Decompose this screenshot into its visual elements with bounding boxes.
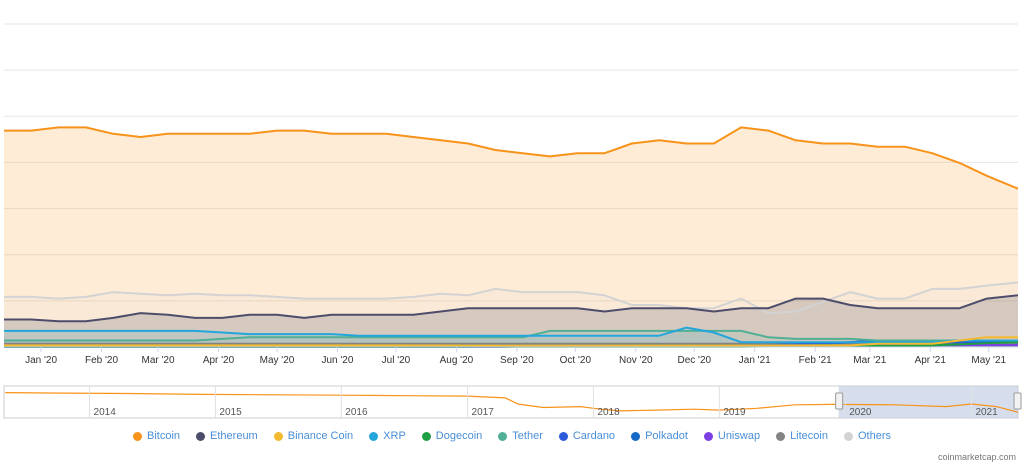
legend-marker-icon [196, 431, 206, 441]
x-tick-label: Jan '20 [25, 355, 57, 366]
x-tick-label: Apr '20 [203, 355, 235, 366]
navigator-tick-label: 2014 [94, 407, 117, 418]
x-tick-label: Mar '20 [142, 355, 175, 366]
navigator-tick-label: 2021 [975, 407, 998, 418]
navigator-tick-label: 2016 [345, 407, 368, 418]
x-tick-label: Sep '20 [500, 355, 534, 366]
navigator-tick-label: 2019 [723, 407, 746, 418]
legend-marker-icon [703, 431, 713, 441]
legend-item-cardano[interactable]: Cardano [558, 430, 616, 442]
navigator-right-handle[interactable] [1013, 392, 1022, 410]
x-tick-label: Jul '20 [382, 355, 411, 366]
chart-legend: Bitcoin Ethereum Binance Coin XRP Dogeco… [0, 428, 1024, 444]
legend-item-others[interactable]: Others [843, 430, 891, 442]
navigator-tick-label: 2018 [597, 407, 620, 418]
legend-marker-icon [631, 431, 641, 441]
legend-item-ethereum[interactable]: Ethereum [196, 430, 258, 442]
x-tick-label: Feb '21 [799, 355, 832, 366]
legend-marker-icon [843, 431, 853, 441]
legend-label: Litecoin [790, 430, 828, 442]
series-line-tether[interactable] [4, 329, 1018, 342]
x-tick-label: Aug '20 [440, 355, 474, 366]
legend-marker-icon [421, 431, 431, 441]
x-tick-label: Nov '20 [619, 355, 653, 366]
navigator-tick-label: 2017 [472, 407, 495, 418]
legend-item-polkadot[interactable]: Polkadot [631, 430, 688, 442]
legend-item-dogecoin[interactable]: Dogecoin [421, 430, 483, 442]
legend-marker-icon [776, 431, 786, 441]
navigator-tick-label: 2015 [219, 407, 242, 418]
x-tick-label: May '20 [260, 355, 295, 366]
range-navigator[interactable]: 2014 2015 2016 2017 2018 2019 2020 2021 [3, 385, 1022, 419]
legend-label: Binance Coin [287, 430, 354, 442]
navigator-left-handle[interactable] [835, 392, 844, 410]
navigator-selection[interactable] [838, 386, 1018, 418]
dominance-chart: Jan '20 Feb '20 Mar '20 Apr '20 May '20 Jun '… [3, 23, 1022, 419]
legend-label: Others [857, 430, 891, 442]
legend-label: Tether [512, 430, 543, 442]
legend-item-binance-coin[interactable]: Binance Coin [273, 430, 354, 442]
x-tick-label: Jan '21 [739, 355, 771, 366]
x-tick-label: Oct '20 [560, 355, 592, 366]
x-tick-label: Dec '20 [678, 355, 712, 366]
series-area-others [4, 282, 1018, 347]
series-line-ethereum[interactable] [4, 294, 1019, 323]
legend-marker-icon [558, 431, 568, 441]
legend-marker-icon [133, 431, 142, 441]
x-axis: Jan '20 Feb '20 Mar '20 Apr '20 May '20 Jun '… [4, 346, 1018, 366]
legend-label: Dogecoin [435, 430, 483, 442]
source-credit[interactable]: coinmarketcap.com [937, 452, 1016, 462]
series-area-bitcoin [4, 127, 1018, 348]
legend-item-tether[interactable]: Tether [498, 430, 543, 442]
x-tick-label: Mar '21 [853, 355, 886, 366]
series-line-binance-coin[interactable] [4, 336, 1018, 347]
x-tick-label: Apr '21 [915, 355, 947, 366]
x-tick-label: May '21 [971, 355, 1006, 366]
x-tick-label: Jun '20 [321, 355, 353, 366]
legend-label: Bitcoin [147, 430, 181, 442]
legend-marker-icon [498, 431, 508, 441]
legend-item-litecoin[interactable]: Litecoin [776, 430, 828, 442]
series-line-others[interactable] [4, 281, 1019, 315]
legend-label: Cardano [572, 430, 616, 442]
legend-label: Ethereum [210, 430, 258, 442]
legend-marker-icon [273, 431, 283, 441]
legend-label: XRP [383, 430, 406, 442]
legend-item-xrp[interactable]: XRP [369, 430, 406, 442]
legend-item-bitcoin[interactable]: Bitcoin [133, 430, 180, 442]
navigator-tick-label: 2020 [849, 407, 872, 418]
legend-label: Polkadot [645, 430, 688, 442]
legend-label: Uniswap [717, 430, 761, 442]
series-line-xrp[interactable] [4, 326, 1018, 344]
series-line-bitcoin[interactable] [4, 126, 1019, 190]
legend-item-uniswap[interactable]: Uniswap [703, 430, 761, 442]
x-tick-label: Feb '20 [85, 355, 118, 366]
legend-marker-icon [369, 431, 379, 441]
grid-lines [4, 23, 1018, 348]
